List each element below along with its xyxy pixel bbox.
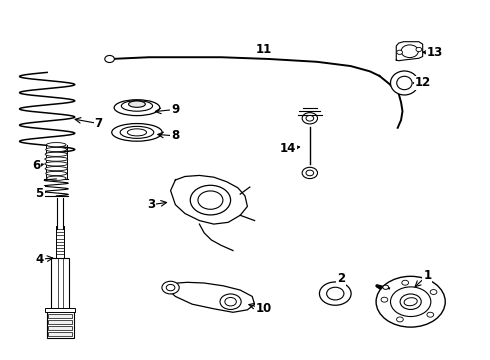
Circle shape xyxy=(220,294,241,310)
Ellipse shape xyxy=(397,76,412,90)
Ellipse shape xyxy=(46,147,67,152)
Ellipse shape xyxy=(114,100,160,116)
Text: 8: 8 xyxy=(171,129,179,143)
Bar xyxy=(48,326,72,330)
Ellipse shape xyxy=(128,101,146,107)
Text: 10: 10 xyxy=(256,302,272,315)
Text: 3: 3 xyxy=(147,198,155,211)
Bar xyxy=(48,320,72,324)
Circle shape xyxy=(391,287,431,316)
Text: 12: 12 xyxy=(415,76,431,90)
Circle shape xyxy=(427,312,434,317)
Text: 4: 4 xyxy=(35,253,44,266)
Circle shape xyxy=(306,116,314,121)
Text: 11: 11 xyxy=(256,43,272,56)
Ellipse shape xyxy=(45,167,68,171)
Text: 9: 9 xyxy=(171,103,179,116)
Circle shape xyxy=(401,45,418,58)
Circle shape xyxy=(397,50,402,54)
Circle shape xyxy=(396,317,403,322)
Circle shape xyxy=(402,280,409,285)
Bar xyxy=(47,311,74,338)
Polygon shape xyxy=(396,42,423,61)
Ellipse shape xyxy=(46,171,67,176)
Text: 1: 1 xyxy=(423,269,432,282)
Ellipse shape xyxy=(45,157,68,161)
Ellipse shape xyxy=(404,298,417,306)
Ellipse shape xyxy=(120,126,154,138)
Ellipse shape xyxy=(45,162,68,166)
Circle shape xyxy=(190,185,231,215)
Text: 2: 2 xyxy=(337,272,345,285)
Text: 13: 13 xyxy=(427,46,443,59)
Circle shape xyxy=(381,297,388,302)
Ellipse shape xyxy=(122,101,152,111)
Circle shape xyxy=(162,281,179,294)
Text: 5: 5 xyxy=(35,187,44,200)
Text: 7: 7 xyxy=(95,117,102,130)
Circle shape xyxy=(302,167,318,179)
Circle shape xyxy=(105,55,114,63)
Circle shape xyxy=(198,191,223,209)
Ellipse shape xyxy=(127,129,147,136)
Ellipse shape xyxy=(45,152,68,156)
Ellipse shape xyxy=(47,143,66,147)
Circle shape xyxy=(400,294,421,310)
Bar xyxy=(51,258,69,311)
Ellipse shape xyxy=(112,123,162,141)
Circle shape xyxy=(376,276,445,327)
Text: 14: 14 xyxy=(280,142,296,155)
Bar xyxy=(48,332,72,336)
Ellipse shape xyxy=(391,71,418,95)
Circle shape xyxy=(306,170,314,176)
Bar xyxy=(45,308,75,312)
Circle shape xyxy=(327,287,344,300)
Circle shape xyxy=(225,297,236,306)
Circle shape xyxy=(383,285,389,289)
Circle shape xyxy=(416,48,422,51)
Text: 6: 6 xyxy=(32,159,40,172)
Bar xyxy=(48,314,72,318)
Circle shape xyxy=(319,282,351,305)
Circle shape xyxy=(302,113,318,124)
Circle shape xyxy=(430,289,437,294)
Ellipse shape xyxy=(47,176,66,180)
Circle shape xyxy=(166,284,175,291)
